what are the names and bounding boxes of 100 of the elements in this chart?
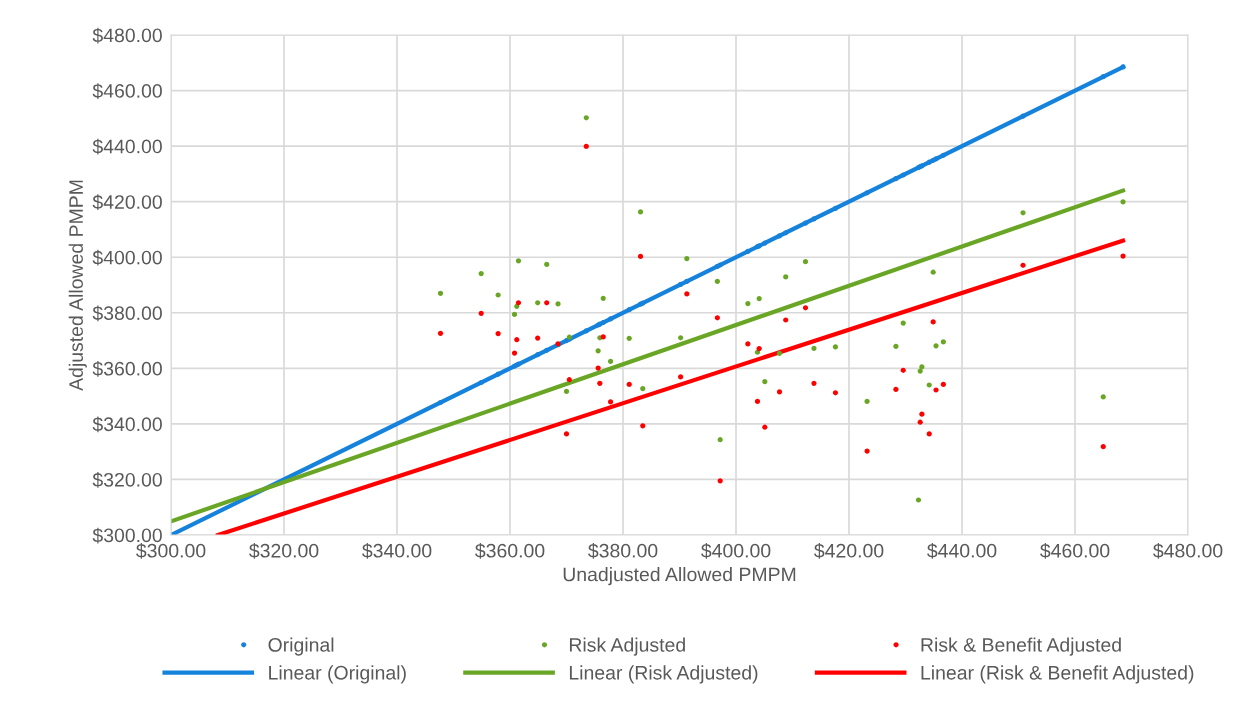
y-tick-label: $340.00 <box>92 416 162 433</box>
point <box>684 278 690 284</box>
y-tick-label: $320.00 <box>92 472 162 488</box>
point <box>684 256 690 262</box>
x-tick-label: $300.00 <box>136 543 206 559</box>
x-tick-label: $400.00 <box>701 543 771 559</box>
point <box>1120 253 1126 259</box>
x-tick-label: $440.00 <box>927 543 997 559</box>
point <box>1100 444 1106 450</box>
point <box>917 419 923 425</box>
point <box>535 300 541 306</box>
point <box>933 387 939 393</box>
x-tick-label: $420.00 <box>814 543 884 559</box>
point <box>1020 210 1026 216</box>
point <box>926 382 932 388</box>
point <box>678 335 684 341</box>
point <box>535 352 541 358</box>
y-tick-label: $360.00 <box>92 360 162 377</box>
point <box>678 374 684 380</box>
point <box>832 390 839 396</box>
point <box>1020 113 1026 119</box>
point <box>437 330 444 336</box>
point <box>495 371 501 377</box>
legend-label: Linear (Risk Adjusted) <box>569 665 758 684</box>
point <box>566 377 572 383</box>
point <box>511 311 518 318</box>
point <box>940 152 946 158</box>
point <box>600 295 606 301</box>
point <box>802 259 809 265</box>
point <box>940 381 946 388</box>
point <box>933 343 939 349</box>
point <box>926 431 932 437</box>
y-tick-label: $400.00 <box>92 249 162 266</box>
point <box>478 271 484 277</box>
point <box>495 331 501 337</box>
x-tick-label: $480.00 <box>1153 543 1223 559</box>
point <box>544 347 550 353</box>
point <box>563 431 570 437</box>
point <box>714 278 720 284</box>
point <box>783 274 789 280</box>
point <box>783 317 789 323</box>
point <box>893 386 899 393</box>
point <box>919 364 925 370</box>
point <box>940 339 946 345</box>
x-tick-label: $460.00 <box>1040 543 1110 559</box>
point <box>745 301 751 307</box>
y-tick-label: $380.00 <box>92 305 162 322</box>
point <box>919 411 925 417</box>
point <box>811 380 817 386</box>
point <box>832 205 839 211</box>
point <box>607 399 614 405</box>
point <box>900 172 906 178</box>
legend-label: Original <box>268 637 334 656</box>
point <box>437 290 444 296</box>
point <box>583 328 589 334</box>
point <box>1100 74 1106 80</box>
y-tick-label: $300.00 <box>92 527 162 544</box>
point <box>776 350 783 356</box>
y-tick-label: $480.00 <box>92 27 162 44</box>
x-tick-label: $320.00 <box>249 543 319 559</box>
point <box>583 143 589 149</box>
point <box>811 216 817 222</box>
y-tick-label: $460.00 <box>92 83 162 99</box>
point <box>607 358 614 364</box>
y-tick-label: $420.00 <box>92 194 162 211</box>
point <box>544 300 550 306</box>
point <box>864 190 870 196</box>
point <box>762 240 768 246</box>
point <box>1020 262 1026 268</box>
point <box>930 269 936 275</box>
x-tick-label: $380.00 <box>588 543 658 559</box>
point <box>583 115 589 121</box>
point <box>626 335 632 341</box>
point <box>802 305 809 311</box>
point <box>1120 199 1126 205</box>
point <box>607 316 614 322</box>
point <box>776 233 783 239</box>
point <box>900 367 906 373</box>
point <box>637 253 644 259</box>
x-tick-label: $340.00 <box>362 543 432 559</box>
point <box>640 423 646 429</box>
point <box>762 424 768 430</box>
point <box>717 478 723 484</box>
legend-label: Linear (Original) <box>269 665 406 684</box>
point <box>515 258 522 264</box>
point <box>832 344 839 350</box>
point <box>495 292 501 298</box>
point <box>745 248 751 254</box>
x-axis-title: Unadjusted Allowed PMPM <box>563 567 796 586</box>
point <box>1120 64 1126 70</box>
point <box>893 343 899 349</box>
point <box>754 398 761 404</box>
point <box>478 310 484 316</box>
point <box>637 209 644 215</box>
legend-label: Risk Adjusted <box>569 637 685 656</box>
point <box>811 345 817 351</box>
point <box>640 386 646 392</box>
point <box>626 381 632 388</box>
point <box>915 497 922 503</box>
point <box>626 307 632 313</box>
